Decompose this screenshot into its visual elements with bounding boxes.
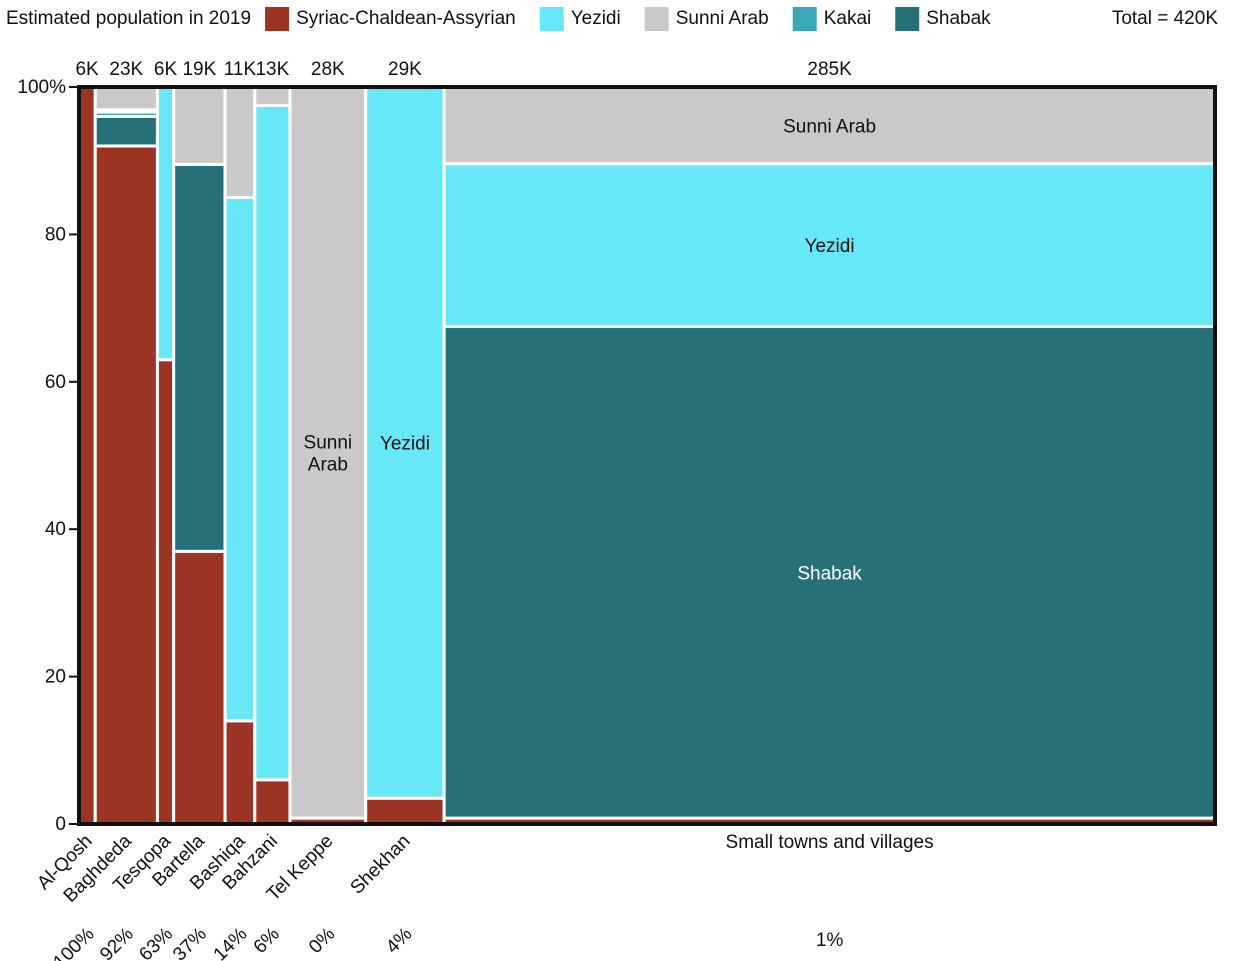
cell-baghdeda-shabak xyxy=(95,116,157,145)
percent-label-shekhan: 4% xyxy=(382,924,416,958)
cell-bartella-sunni xyxy=(174,87,225,164)
legend-label-sunni-arab: Sunni Arab xyxy=(676,8,769,29)
y-tick-label-40: 40 xyxy=(45,519,66,540)
legend-swatch-kakai xyxy=(793,7,817,31)
segment-label-tel-keppe-sunni: Sunni xyxy=(304,433,353,454)
segment-label-small-towns-and-villages-shabak: Shabak xyxy=(797,563,862,584)
percent-label-bashiqa: 14% xyxy=(210,924,252,961)
legend-swatch-sunni-arab xyxy=(645,7,669,31)
population-label-tel-keppe: 28K xyxy=(311,59,345,80)
cell-bashiqa-sunni xyxy=(225,87,255,198)
legend-label-shabak: Shabak xyxy=(926,8,991,29)
y-tick-label-60: 60 xyxy=(45,372,66,393)
y-axis: 0 20 40 60 80 100% xyxy=(17,77,79,835)
population-label-al-qosh: 6K xyxy=(75,59,99,80)
legend-swatch-shabak xyxy=(895,7,919,31)
population-label-baghdeda: 23K xyxy=(109,59,143,80)
cell-baghdeda-sunni xyxy=(95,87,157,110)
total-label: Total = 420K xyxy=(1112,8,1218,29)
legend: Estimated population in 2019 Total = 420… xyxy=(6,7,1218,31)
category-label-shekhan: Shekhan xyxy=(347,831,415,899)
population-label-bashiqa: 11K xyxy=(224,59,257,80)
legend-swatch-syriac-chaldean-assyrian xyxy=(265,7,289,31)
y-tick-label-20: 20 xyxy=(45,667,66,688)
legend-label-kakai: Kakai xyxy=(824,8,872,29)
segment-label-small-towns-and-villages-yezidi: Yezidi xyxy=(805,236,855,257)
y-tick-label-100: 100% xyxy=(17,77,66,98)
cell-baghdeda-syriac xyxy=(95,146,157,824)
cell-bartella-syriac xyxy=(174,551,225,824)
cell-shekhan-syriac xyxy=(366,798,444,824)
segment-label-small-towns-and-villages-sunni: Sunni Arab xyxy=(783,116,876,137)
population-label-shekhan: 29K xyxy=(388,59,422,80)
chart-title: Estimated population in 2019 xyxy=(6,8,251,29)
legend-swatch-yezidi xyxy=(540,7,564,31)
legend-label-yezidi: Yezidi xyxy=(571,8,621,29)
cell-bahzani-yezidi xyxy=(255,105,290,779)
cell-bahzani-sunni xyxy=(255,87,290,105)
population-label-small-towns-and-villages: 285K xyxy=(807,59,852,80)
segment-label-shekhan-yezidi: Yezidi xyxy=(380,434,430,455)
percent-label-al-qosh: 100% xyxy=(49,924,98,961)
cell-tesqopa-yezidi xyxy=(157,87,173,360)
population-label-bartella: 19K xyxy=(182,59,216,80)
cell-tesqopa-syriac xyxy=(157,360,173,824)
y-tick-label-0: 0 xyxy=(55,814,66,835)
percent-label-bahzani: 6% xyxy=(250,924,284,958)
mosaic-cells xyxy=(79,87,1215,824)
population-label-tesqopa: 6K xyxy=(154,59,178,80)
cell-al-qosh-syriac xyxy=(79,87,95,824)
percent-label-small-towns-and-villages: 1% xyxy=(816,930,844,951)
cell-bashiqa-syriac xyxy=(225,721,255,824)
percent-label-tel-keppe: 0% xyxy=(305,924,339,958)
cell-bahzani-syriac xyxy=(255,780,290,824)
cell-bashiqa-yezidi xyxy=(225,198,255,721)
legend-label-syriac-chaldean-assyrian: Syriac-Chaldean-Assyrian xyxy=(296,8,516,29)
percent-label-bartella: 37% xyxy=(169,924,211,961)
percent-label-tesqopa: 63% xyxy=(135,924,177,961)
percent-label-baghdeda: 92% xyxy=(96,924,138,961)
segment-label-tel-keppe-sunni: Arab xyxy=(308,455,348,476)
category-label-small-towns-and-villages: Small towns and villages xyxy=(726,832,934,853)
population-label-bahzani: 13K xyxy=(255,59,289,80)
y-tick-label-80: 80 xyxy=(45,224,66,245)
cell-bartella-shabak xyxy=(174,164,225,551)
